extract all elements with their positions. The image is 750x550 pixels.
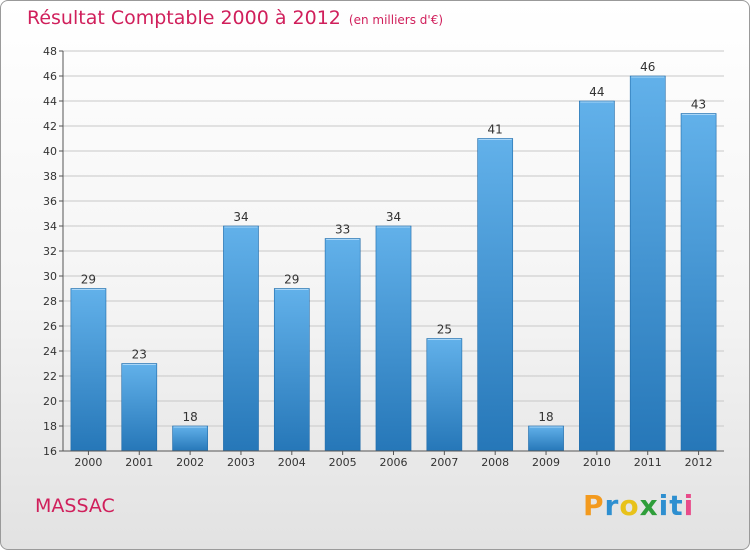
y-tick-label: 48 — [43, 45, 57, 58]
x-tick-label-2012: 2012 — [685, 456, 713, 469]
y-tick-label: 16 — [43, 445, 57, 458]
data-label-2010: 44 — [589, 85, 604, 99]
bar-2011 — [629, 75, 666, 452]
y-tick-label: 24 — [43, 345, 57, 358]
y-tick-label: 18 — [43, 420, 57, 433]
data-label-2007: 25 — [437, 323, 452, 337]
data-label-2001: 23 — [132, 348, 147, 362]
y-tick-label: 30 — [43, 270, 57, 283]
x-tick-label-2011: 2011 — [634, 456, 662, 469]
chart-title: Résultat Comptable 2000 à 2012 (en millie… — [27, 7, 443, 29]
y-tick-label: 42 — [43, 120, 57, 133]
bar-2008 — [477, 138, 514, 452]
y-tick-label: 22 — [43, 370, 57, 383]
bar-2010 — [579, 100, 615, 452]
x-tick-label-2007: 2007 — [430, 456, 458, 469]
x-tick-label-2006: 2006 — [380, 456, 408, 469]
y-tick-label: 26 — [43, 320, 57, 333]
data-label-2006: 34 — [386, 210, 401, 224]
bar-2002 — [172, 425, 208, 452]
data-label-2000: 29 — [81, 273, 96, 287]
place-name: MASSAC — [35, 495, 115, 517]
x-tick-label-2001: 2001 — [125, 456, 153, 469]
y-tick-label: 46 — [43, 70, 57, 83]
y-tick-label: 40 — [43, 145, 57, 158]
data-label-2005: 33 — [335, 223, 350, 237]
y-tick-label: 34 — [43, 220, 57, 233]
data-label-2008: 41 — [488, 123, 503, 137]
bars — [70, 75, 717, 452]
x-tick-label-2003: 2003 — [227, 456, 255, 469]
logo-letter: r — [604, 489, 620, 522]
x-tick-label-2010: 2010 — [583, 456, 611, 469]
chart-unit-label: (en milliers d'€) — [348, 13, 444, 27]
x-tick-label-2008: 2008 — [481, 456, 509, 469]
labels: 16 18 20 22 24 26 28 30 32 34 36 38 40 42 44 46 48 29 2000… — [43, 45, 713, 469]
bar-2005 — [324, 238, 361, 452]
bar-2001 — [121, 363, 158, 452]
bar-2009 — [528, 425, 564, 452]
data-label-2009: 18 — [538, 410, 553, 424]
logo-letter: P — [583, 489, 605, 522]
logo-letter: i — [683, 489, 695, 522]
chart-title-text: Résultat Comptable 2000 à 2012 — [27, 7, 341, 29]
x-tick-label-2004: 2004 — [278, 456, 306, 469]
logo-letter: o — [619, 489, 640, 522]
data-label-2004: 29 — [284, 273, 299, 287]
data-label-2003: 34 — [233, 210, 248, 224]
y-tick-label: 38 — [43, 170, 57, 183]
bar-2004 — [273, 288, 310, 452]
y-tick-label: 36 — [43, 195, 57, 208]
y-tick-label: 28 — [43, 295, 57, 308]
bar-2012 — [680, 113, 717, 452]
logo-letter: x — [639, 489, 659, 522]
bar-2003 — [223, 225, 259, 452]
data-label-2002: 18 — [182, 410, 197, 424]
x-tick-label-2009: 2009 — [532, 456, 560, 469]
x-tick-label-2002: 2002 — [176, 456, 204, 469]
y-tick-label: 20 — [43, 395, 57, 408]
logo-letter: i — [658, 489, 670, 522]
x-tick-label-2005: 2005 — [329, 456, 357, 469]
logo-letter: t — [669, 489, 684, 522]
bar-2006 — [375, 225, 412, 452]
y-tick-label: 44 — [43, 95, 57, 108]
x-tick-label-2000: 2000 — [74, 456, 102, 469]
bar-2007 — [426, 338, 463, 452]
data-label-2011: 46 — [640, 60, 655, 74]
y-tick-label: 32 — [43, 245, 57, 258]
data-label-2012: 43 — [691, 98, 706, 112]
bar-2000 — [70, 288, 107, 452]
axes — [59, 50, 724, 455]
proxiti-logo: Proxiti — [583, 489, 694, 522]
